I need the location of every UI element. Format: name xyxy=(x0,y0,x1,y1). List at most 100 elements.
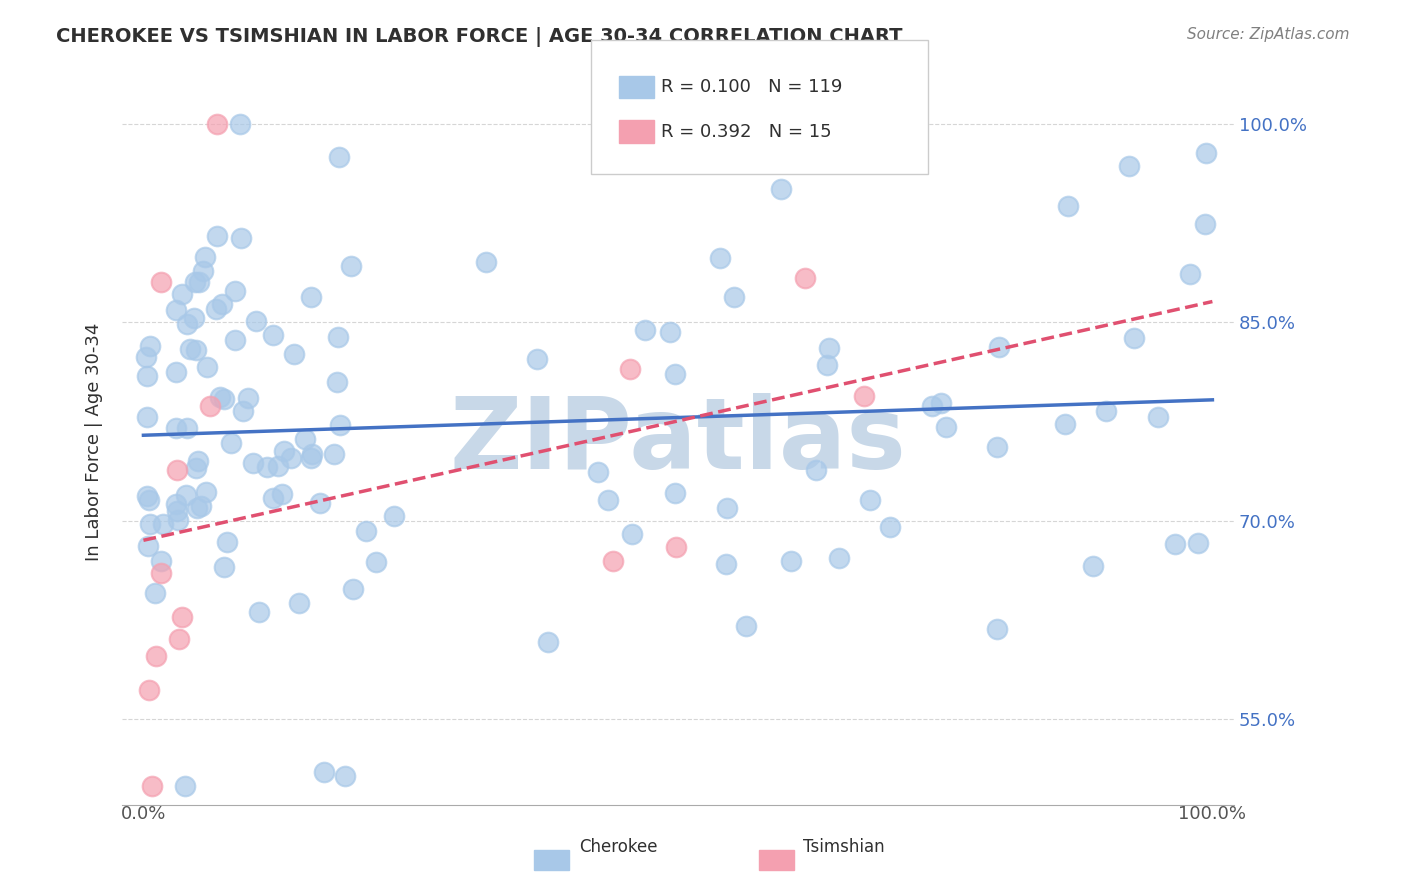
Point xyxy=(342,582,364,597)
Point xyxy=(190,499,212,513)
Point xyxy=(794,271,817,285)
Point xyxy=(138,339,160,353)
Point xyxy=(194,250,217,264)
Point xyxy=(474,255,496,269)
Point xyxy=(602,554,624,568)
Point xyxy=(247,605,270,619)
Point xyxy=(165,366,187,380)
Point xyxy=(716,501,738,516)
Text: CHEROKEE VS TSIMSHIAN IN LABOR FORCE | AGE 30-34 CORRELATION CHART: CHEROKEE VS TSIMSHIAN IN LABOR FORCE | A… xyxy=(56,27,903,46)
Point xyxy=(879,520,901,534)
Point xyxy=(179,342,201,356)
Point xyxy=(236,392,259,406)
Point xyxy=(929,396,952,410)
Point xyxy=(136,489,159,503)
Point xyxy=(723,290,745,304)
Point xyxy=(1053,417,1076,431)
Point xyxy=(634,323,657,337)
Point xyxy=(205,229,228,244)
Point xyxy=(280,451,302,466)
Point xyxy=(664,486,686,500)
Point xyxy=(986,623,1008,637)
Point xyxy=(526,351,548,366)
Point xyxy=(340,259,363,273)
Point xyxy=(229,231,252,245)
Point xyxy=(328,150,350,164)
Point xyxy=(273,443,295,458)
Point xyxy=(207,117,229,131)
Point xyxy=(165,421,187,435)
Point xyxy=(1122,331,1144,345)
Point xyxy=(780,554,803,568)
Point xyxy=(853,389,876,403)
Point xyxy=(328,330,350,344)
Point xyxy=(309,496,332,510)
Point xyxy=(174,779,197,793)
Point xyxy=(1147,410,1170,425)
Point xyxy=(176,488,198,502)
Point xyxy=(256,460,278,475)
Point xyxy=(141,779,163,793)
Point xyxy=(165,303,187,318)
Point xyxy=(364,555,387,569)
Point xyxy=(215,535,238,549)
Point xyxy=(145,649,167,664)
Point xyxy=(986,441,1008,455)
Point xyxy=(165,497,187,511)
Text: Source: ZipAtlas.com: Source: ZipAtlas.com xyxy=(1187,27,1350,42)
Point xyxy=(828,550,851,565)
Point xyxy=(166,463,188,477)
Point xyxy=(596,493,619,508)
Point xyxy=(1178,267,1201,281)
Point xyxy=(329,417,352,432)
Point xyxy=(935,419,957,434)
Point xyxy=(283,347,305,361)
Point xyxy=(186,501,208,516)
Point xyxy=(184,275,207,289)
Point xyxy=(299,451,322,466)
Point xyxy=(921,399,943,413)
Point xyxy=(299,290,322,304)
Point xyxy=(136,409,159,424)
Point xyxy=(229,117,252,131)
Point xyxy=(150,554,173,568)
Point xyxy=(815,359,838,373)
Point xyxy=(139,517,162,532)
Point xyxy=(271,487,294,501)
Point xyxy=(136,539,159,553)
Point xyxy=(262,491,284,505)
Point xyxy=(152,516,174,531)
Point xyxy=(176,317,198,331)
Point xyxy=(209,390,232,404)
Point xyxy=(806,463,828,477)
Text: Cherokee: Cherokee xyxy=(579,838,658,856)
Point xyxy=(187,275,209,289)
Point xyxy=(138,682,160,697)
Point xyxy=(586,466,609,480)
Point xyxy=(1194,217,1216,231)
Point xyxy=(170,287,193,301)
Point xyxy=(323,447,346,461)
Point xyxy=(1195,146,1218,161)
Point xyxy=(382,508,405,523)
Point xyxy=(245,314,267,328)
Point xyxy=(1118,159,1140,173)
Point xyxy=(734,619,756,633)
Point xyxy=(262,328,284,343)
Point xyxy=(1187,536,1209,550)
Point xyxy=(537,635,560,649)
Point xyxy=(138,492,160,507)
Point xyxy=(1095,404,1118,418)
Point xyxy=(232,403,254,417)
Point xyxy=(143,586,166,600)
Point xyxy=(205,301,228,316)
Point xyxy=(664,368,686,382)
Point xyxy=(988,340,1011,354)
Point xyxy=(312,765,335,780)
Point xyxy=(354,524,377,538)
Point xyxy=(183,310,205,325)
Point xyxy=(242,457,264,471)
Point xyxy=(1057,199,1080,213)
Point xyxy=(665,540,688,554)
Point xyxy=(187,454,209,468)
